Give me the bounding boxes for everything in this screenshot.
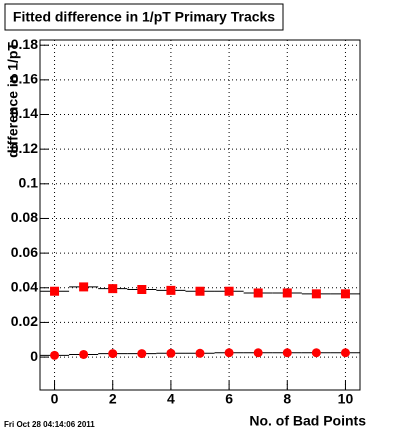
y-tick-label: 0 — [30, 348, 38, 364]
y-tick-label: 0.16 — [11, 71, 38, 87]
x-axis-label: No. of Bad Points — [249, 413, 366, 429]
marker — [166, 285, 176, 295]
x-tick-label: 8 — [283, 391, 291, 407]
y-tick-label: 0.08 — [11, 209, 38, 225]
frame — [39, 39, 361, 391]
y-tick-label: 0.18 — [11, 36, 38, 52]
marker — [253, 348, 263, 358]
marker — [79, 282, 89, 292]
y-tick-label: 0.1 — [19, 175, 39, 191]
marker — [253, 288, 263, 298]
marker — [282, 288, 292, 298]
y-tick-label: 0.04 — [11, 278, 38, 294]
chart-title: Fitted difference in 1/pT Primary Tracks — [13, 9, 275, 25]
y-axis-label: difference in 1/pT — [5, 42, 21, 158]
marker — [340, 348, 350, 358]
y-tick-label: 0.02 — [11, 313, 38, 329]
timestamp: Fri Oct 28 04:14:06 2011 — [4, 420, 95, 429]
x-tick-label: 2 — [109, 391, 117, 407]
title-box — [4, 3, 284, 31]
marker — [137, 285, 147, 295]
marker — [108, 284, 118, 294]
y-tick-label: 0.14 — [11, 105, 38, 121]
marker — [108, 349, 118, 359]
marker — [195, 348, 205, 358]
marker — [50, 286, 60, 296]
marker — [50, 350, 60, 360]
marker — [79, 349, 89, 359]
x-tick-label: 4 — [167, 391, 175, 407]
marker — [224, 348, 234, 358]
y-tick-label: 0.12 — [11, 140, 38, 156]
x-tick-label: 6 — [225, 391, 233, 407]
marker — [282, 348, 292, 358]
marker — [195, 286, 205, 296]
marker — [224, 286, 234, 296]
y-tick-label: 0.06 — [11, 244, 38, 260]
marker — [166, 348, 176, 358]
marker — [311, 289, 321, 299]
marker — [137, 349, 147, 359]
x-tick-label: 10 — [338, 391, 354, 407]
x-tick-label: 0 — [51, 391, 59, 407]
marker — [311, 348, 321, 358]
marker — [340, 289, 350, 299]
